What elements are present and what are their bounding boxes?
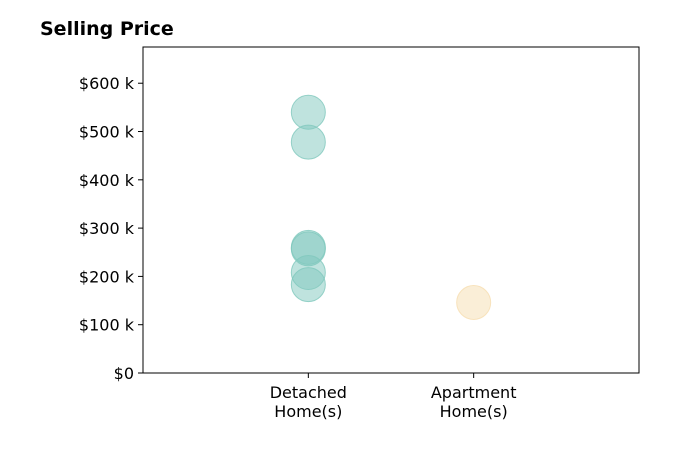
x-category-label-line: Home(s) [274,402,342,421]
y-tick-label: $300 k [79,219,135,238]
chart-title: Selling Price [40,18,174,40]
y-axis: $0 $100 k $200 k $300 k $400 k $500 k $600 k [79,74,143,383]
plot-area [142,46,640,374]
y-tick-label: $0 [114,364,134,383]
x-category-label-line: Detached [270,383,347,402]
data-point [290,94,326,130]
data-point [456,284,492,320]
y-tick-label: $500 k [79,123,135,142]
x-category-label-line: Apartment [431,383,517,402]
y-tick-label: $400 k [79,171,135,190]
data-point [290,267,326,303]
data-point [290,124,326,160]
x-category-label-apartment: Apartment Home(s) [431,383,517,421]
y-tick-label: $200 k [79,267,135,286]
y-tick-label: $100 k [79,316,135,335]
y-tick-label: $600 k [79,74,135,93]
x-category-label-line: Home(s) [440,402,508,421]
x-axis: Detached Home(s)Apartment Home(s) [270,373,517,421]
x-category-label-detached: Detached Home(s) [270,383,347,421]
data-points [290,94,492,320]
